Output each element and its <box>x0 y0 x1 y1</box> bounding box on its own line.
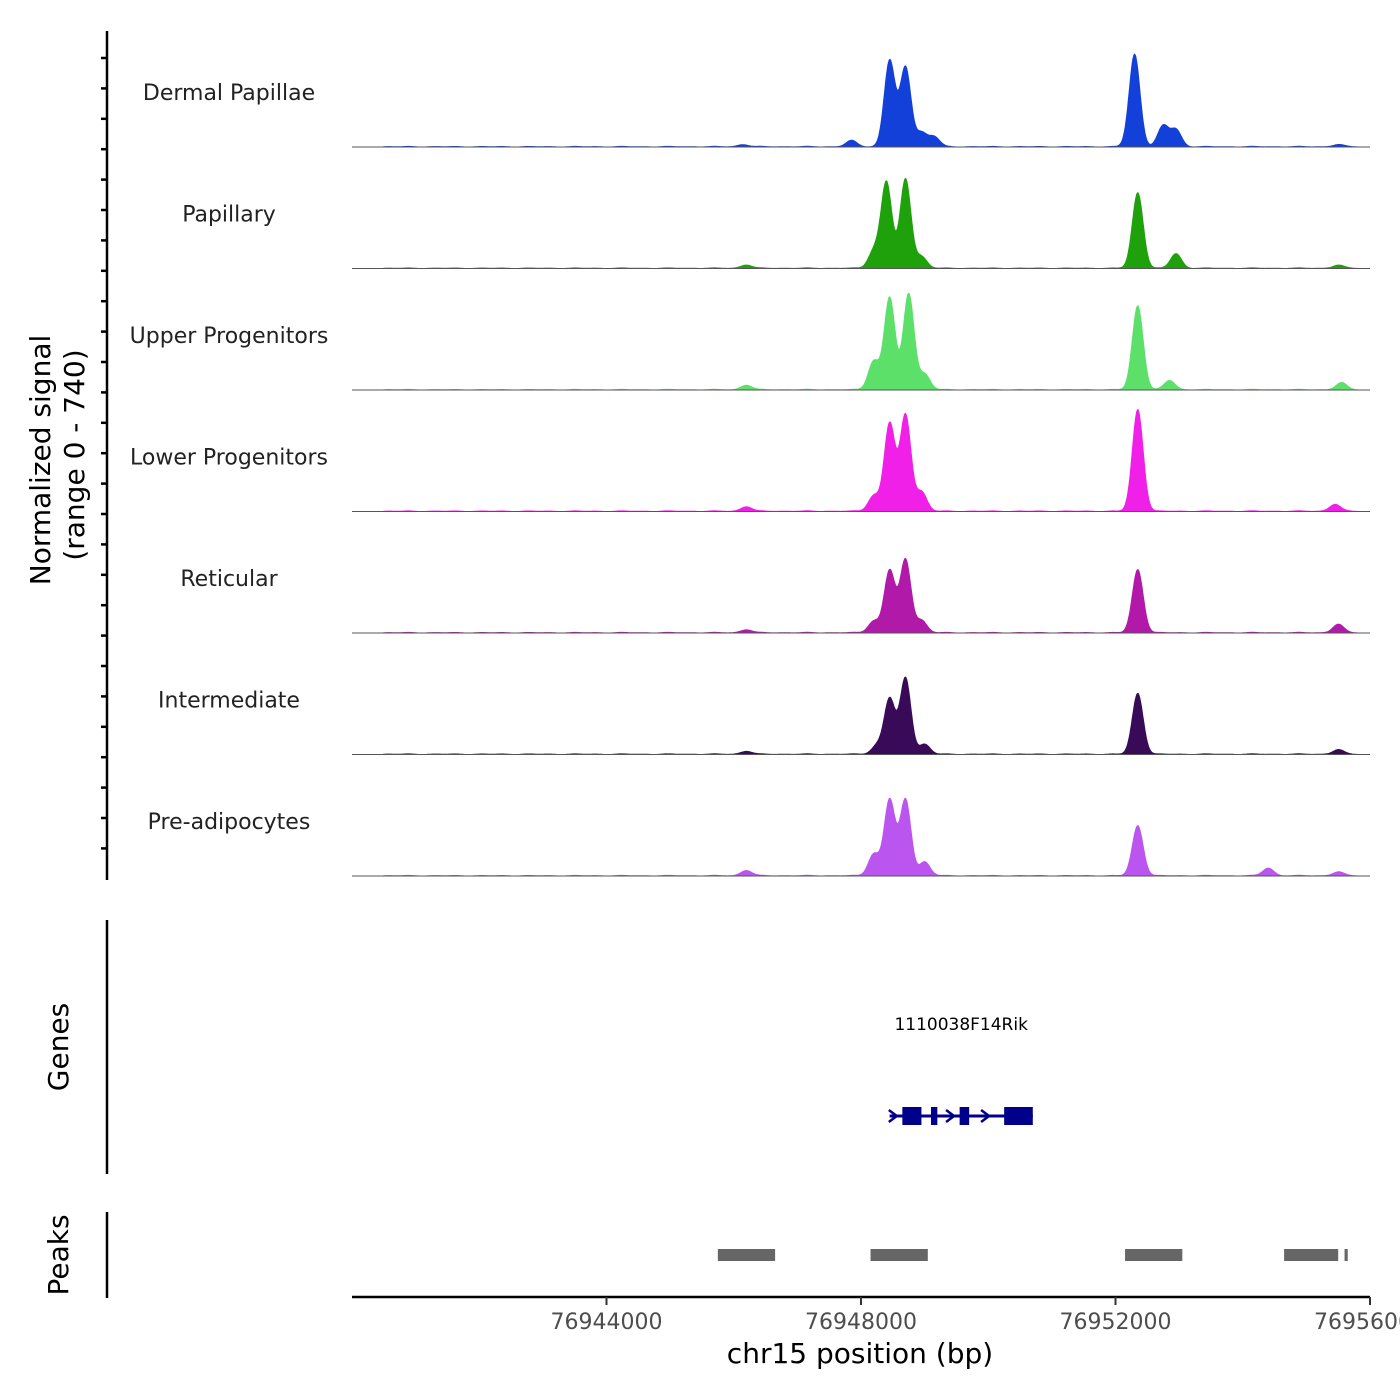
track-label: Upper Progenitors <box>130 324 329 349</box>
x-tick-label: 76948000 <box>805 1310 917 1335</box>
gene-annotations: 1110038F14Rik <box>888 1015 1033 1125</box>
coverage-area <box>383 292 1358 391</box>
track-label: Pre-adipocytes <box>148 810 311 835</box>
x-axis-title: chr15 position (bp) <box>727 1337 993 1370</box>
x-tick-label: 76956000 <box>1314 1310 1400 1335</box>
coverage-area <box>383 409 1358 512</box>
gene-label: 1110038F14Rik <box>894 1015 1028 1035</box>
peaks-panel-title: Peaks <box>42 1214 75 1295</box>
y-axis-subtitle: (range 0 - 740) <box>58 349 91 560</box>
coverage-tracks: Dermal Papillae Papillary Upper Progenitor… <box>130 53 1370 877</box>
peak-region <box>1344 1249 1348 1261</box>
strand-arrow <box>980 1109 992 1123</box>
x-tick-label: 76952000 <box>1060 1310 1172 1335</box>
coverage-y-axis <box>101 31 109 880</box>
track-label: Dermal Papillae <box>143 81 315 106</box>
genes-panel-title: Genes <box>42 1003 75 1091</box>
gene-exon <box>959 1107 970 1125</box>
y-axis-title: Normalized signal <box>24 335 57 586</box>
gene-exon <box>930 1107 938 1125</box>
x-tick-label: 76944000 <box>551 1310 663 1335</box>
track-label: Papillary <box>182 203 276 228</box>
peak-region <box>717 1249 776 1261</box>
strand-arrow <box>945 1109 957 1123</box>
track-label: Intermediate <box>158 689 300 714</box>
coverage-area <box>383 177 1358 269</box>
coverage-area <box>383 676 1358 755</box>
peak-regions <box>717 1249 1348 1261</box>
peak-region <box>1125 1249 1183 1261</box>
strand-arrow <box>888 1109 899 1123</box>
track-label: Lower Progenitors <box>130 446 328 471</box>
gene-exon <box>1004 1107 1033 1125</box>
coverage-area <box>383 797 1358 877</box>
coverage-area <box>383 53 1358 148</box>
peak-region <box>1284 1249 1339 1261</box>
x-axis-ticks: 76944000 76948000 76952000 76956000 <box>551 1297 1400 1335</box>
peak-region <box>870 1249 928 1261</box>
gene-exon <box>902 1107 922 1125</box>
track-label: Reticular <box>180 567 278 592</box>
coverage-area <box>383 557 1358 634</box>
